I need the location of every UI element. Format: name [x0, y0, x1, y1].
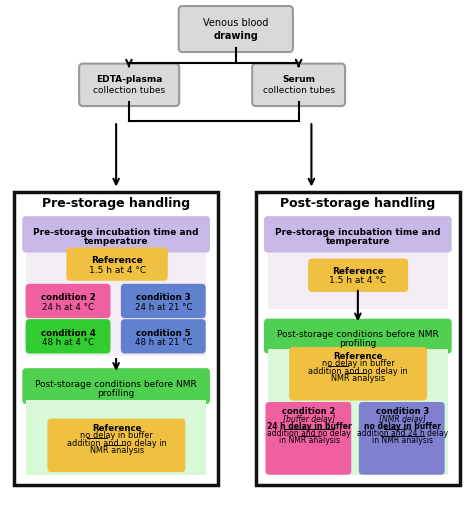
Text: Venous blood: Venous blood [203, 18, 268, 28]
Text: 48 h at 4 °C: 48 h at 4 °C [42, 338, 94, 347]
Text: drawing: drawing [213, 31, 258, 41]
Text: 24 h delay in buffer: 24 h delay in buffer [267, 422, 351, 431]
Bar [14, 192, 218, 485]
Text: condition 3: condition 3 [136, 293, 191, 302]
Text: condition 5: condition 5 [136, 329, 191, 338]
Text: condition 4: condition 4 [41, 329, 96, 338]
Text: 48 h at 21 °C: 48 h at 21 °C [135, 338, 192, 347]
Text: condition 2: condition 2 [283, 407, 336, 416]
Text: in NMR analysis: in NMR analysis [372, 436, 433, 445]
FancyBboxPatch shape [289, 347, 427, 400]
Text: in NMR analysis: in NMR analysis [279, 436, 339, 445]
Text: no delay in buffer: no delay in buffer [80, 431, 153, 440]
Text: 24 h at 4 °C: 24 h at 4 °C [42, 302, 94, 312]
Text: Reference: Reference [91, 256, 143, 265]
FancyBboxPatch shape [265, 402, 351, 475]
FancyBboxPatch shape [121, 319, 206, 354]
Text: 1.5 h at 4 °C: 1.5 h at 4 °C [89, 266, 146, 275]
Text: Pre-storage handling: Pre-storage handling [42, 197, 190, 210]
Bar [26, 400, 206, 475]
FancyBboxPatch shape [47, 419, 185, 472]
Text: 24 h at 21 °C: 24 h at 21 °C [135, 302, 192, 312]
Text: Pre-storage incubation time and: Pre-storage incubation time and [33, 228, 199, 237]
Text: addition and 24 h delay: addition and 24 h delay [357, 429, 448, 438]
FancyBboxPatch shape [22, 368, 210, 404]
Text: [NMR delay]: [NMR delay] [379, 415, 426, 424]
Text: no delay in buffer: no delay in buffer [364, 422, 441, 431]
FancyBboxPatch shape [26, 284, 110, 318]
FancyBboxPatch shape [179, 6, 293, 52]
Text: condition 2: condition 2 [41, 293, 96, 302]
Text: EDTA-plasma: EDTA-plasma [96, 75, 162, 84]
Text: Reference: Reference [333, 351, 383, 361]
FancyBboxPatch shape [252, 64, 345, 106]
FancyBboxPatch shape [22, 216, 210, 252]
Text: temperature: temperature [84, 237, 148, 246]
Text: addition and no delay in: addition and no delay in [308, 367, 408, 376]
Text: NMR analysis: NMR analysis [90, 446, 144, 456]
Text: addition and no delay: addition and no delay [267, 429, 351, 438]
Text: Post-storage handling: Post-storage handling [280, 197, 436, 210]
FancyBboxPatch shape [121, 284, 206, 318]
Bar [268, 349, 448, 475]
Bar [26, 222, 206, 356]
Text: Post-storage conditions before NMR: Post-storage conditions before NMR [35, 380, 197, 389]
Text: no delay in buffer: no delay in buffer [321, 359, 394, 368]
Text: temperature: temperature [326, 237, 390, 246]
Text: Reference: Reference [332, 267, 384, 276]
Bar [256, 192, 460, 485]
Bar [268, 219, 448, 309]
Text: NMR analysis: NMR analysis [331, 374, 385, 383]
Text: Serum: Serum [282, 75, 315, 84]
Text: Pre-storage incubation time and: Pre-storage incubation time and [275, 228, 441, 237]
FancyBboxPatch shape [264, 216, 452, 252]
Text: Reference: Reference [92, 424, 141, 433]
Text: [buffer delay]: [buffer delay] [283, 415, 335, 424]
Text: addition and no delay in: addition and no delay in [67, 439, 166, 448]
Text: 1.5 h at 4 °C: 1.5 h at 4 °C [329, 276, 386, 285]
FancyBboxPatch shape [308, 259, 408, 292]
Text: profiling: profiling [98, 389, 135, 398]
Text: collection tubes: collection tubes [263, 86, 335, 95]
FancyBboxPatch shape [66, 247, 168, 281]
FancyBboxPatch shape [359, 402, 445, 475]
Text: profiling: profiling [339, 339, 376, 348]
Text: Post-storage conditions before NMR: Post-storage conditions before NMR [277, 330, 439, 339]
FancyBboxPatch shape [26, 319, 110, 354]
FancyBboxPatch shape [79, 64, 179, 106]
Text: collection tubes: collection tubes [93, 86, 165, 95]
Text: condition 3: condition 3 [376, 407, 429, 416]
FancyBboxPatch shape [264, 319, 452, 354]
